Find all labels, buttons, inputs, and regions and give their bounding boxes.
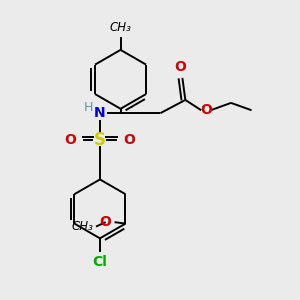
Text: H: H [84, 101, 93, 114]
Text: O: O [200, 103, 212, 117]
Text: O: O [174, 60, 186, 74]
Text: CH₃: CH₃ [110, 21, 131, 34]
Text: S: S [94, 131, 106, 149]
Text: CH₃: CH₃ [71, 220, 93, 233]
Text: O: O [99, 215, 111, 229]
Text: Cl: Cl [92, 254, 107, 268]
Text: O: O [64, 133, 76, 147]
Text: N: N [94, 106, 106, 120]
Text: O: O [124, 133, 135, 147]
